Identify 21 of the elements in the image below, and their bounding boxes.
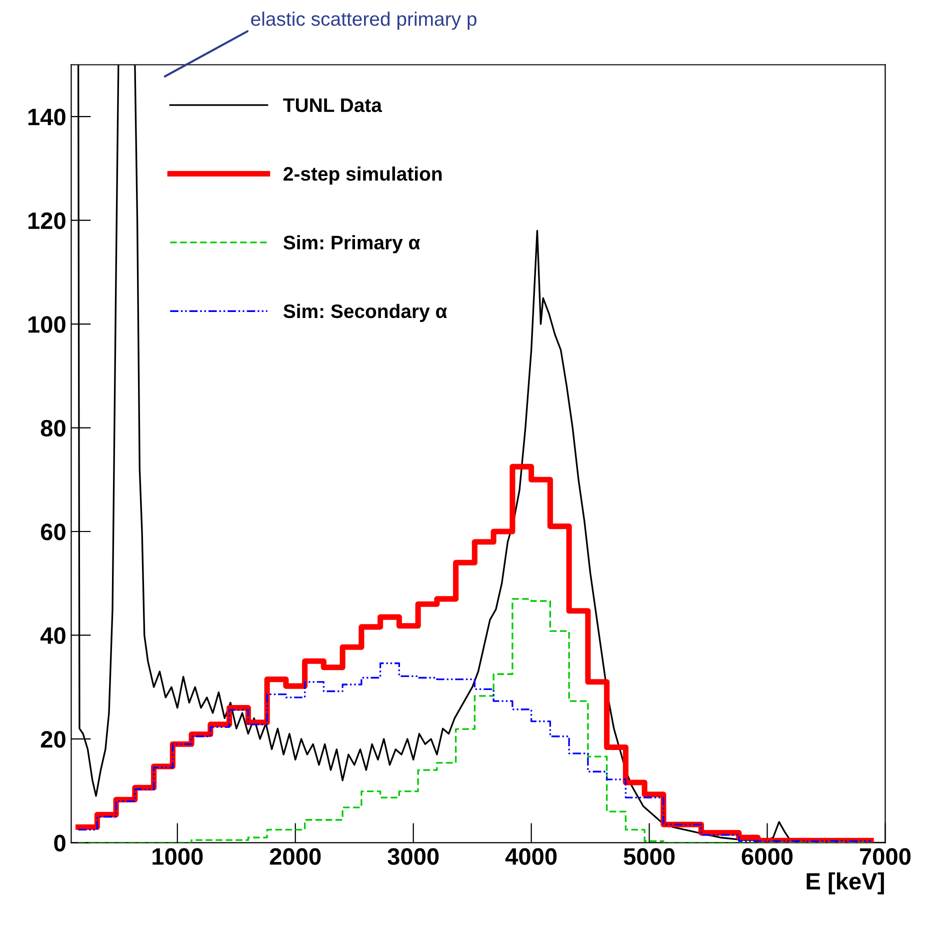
legend-label: Sim: Secondary α [283, 304, 448, 322]
y-tick-label: 120 [28, 212, 66, 230]
text: elastic scattered primary p [251, 12, 476, 30]
legend-label: Sim: Primary α [283, 235, 420, 254]
y-tick-label: 100 [28, 316, 66, 333]
x-tick-label: 3000 [388, 848, 439, 865]
legend-label: 2-step simulation [284, 166, 442, 185]
y-tick-label: 0 [54, 834, 66, 852]
x-tick-label: 5000 [624, 848, 675, 865]
legend-label: TUNL Data [283, 98, 382, 112]
x-tick-label: 6000 [742, 848, 793, 865]
y-tick-label: 140 [28, 108, 66, 126]
x-tick-label: 2000 [270, 848, 321, 865]
x-tick-label: 1000 [152, 848, 203, 865]
x-tick-label: 4000 [505, 848, 557, 865]
x-tick-label: 7000 [860, 848, 911, 865]
x-axis-title: E [keV] [806, 872, 884, 894]
y-tick-label: 40 [40, 627, 66, 644]
y-tick-label: 80 [40, 420, 66, 437]
y-tick-label: 60 [40, 524, 66, 540]
y-tick-label: 20 [40, 731, 66, 748]
